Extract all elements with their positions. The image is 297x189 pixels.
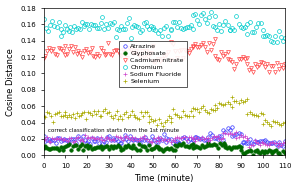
Legend: Atrazine, Glyphosate, Cadmium nitrate, Chromium, Sodium Fluoride, Selenium: Atrazine, Glyphosate, Cadmium nitrate, C…	[119, 41, 187, 87]
X-axis label: Time (minute): Time (minute)	[135, 174, 194, 184]
Text: correct classification starts from the 1st minute: correct classification starts from the 1…	[48, 128, 179, 133]
Y-axis label: Cosine Distance: Cosine Distance	[6, 48, 15, 116]
